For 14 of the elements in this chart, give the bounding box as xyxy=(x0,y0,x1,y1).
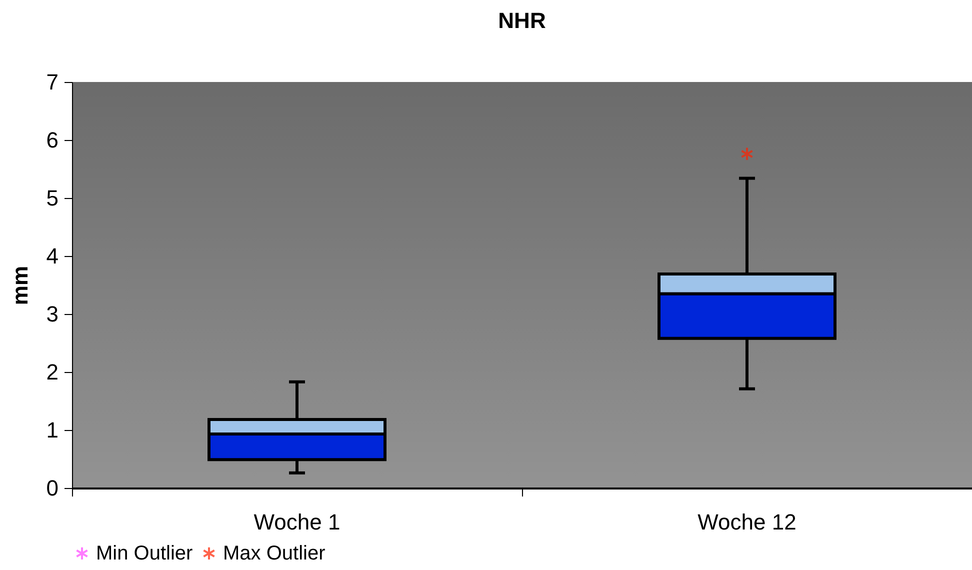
chart-title: NHR xyxy=(498,8,546,33)
y-tick-label: 1 xyxy=(46,418,58,442)
legend-label: Max Outlier xyxy=(223,542,326,564)
y-tick-label: 5 xyxy=(46,186,58,210)
y-tick-label: 0 xyxy=(46,476,58,500)
y-tick-label: 3 xyxy=(46,302,58,326)
legend-label: Min Outlier xyxy=(96,542,194,564)
y-tick-label: 2 xyxy=(46,360,58,384)
y-tick-label: 6 xyxy=(46,128,58,152)
y-tick-label: 4 xyxy=(46,244,58,268)
x-tick-label: Woche 12 xyxy=(698,510,796,534)
y-axis-title: mm xyxy=(7,266,32,306)
y-tick-label: 7 xyxy=(46,70,58,94)
x-tick-label: Woche 1 xyxy=(254,510,340,534)
